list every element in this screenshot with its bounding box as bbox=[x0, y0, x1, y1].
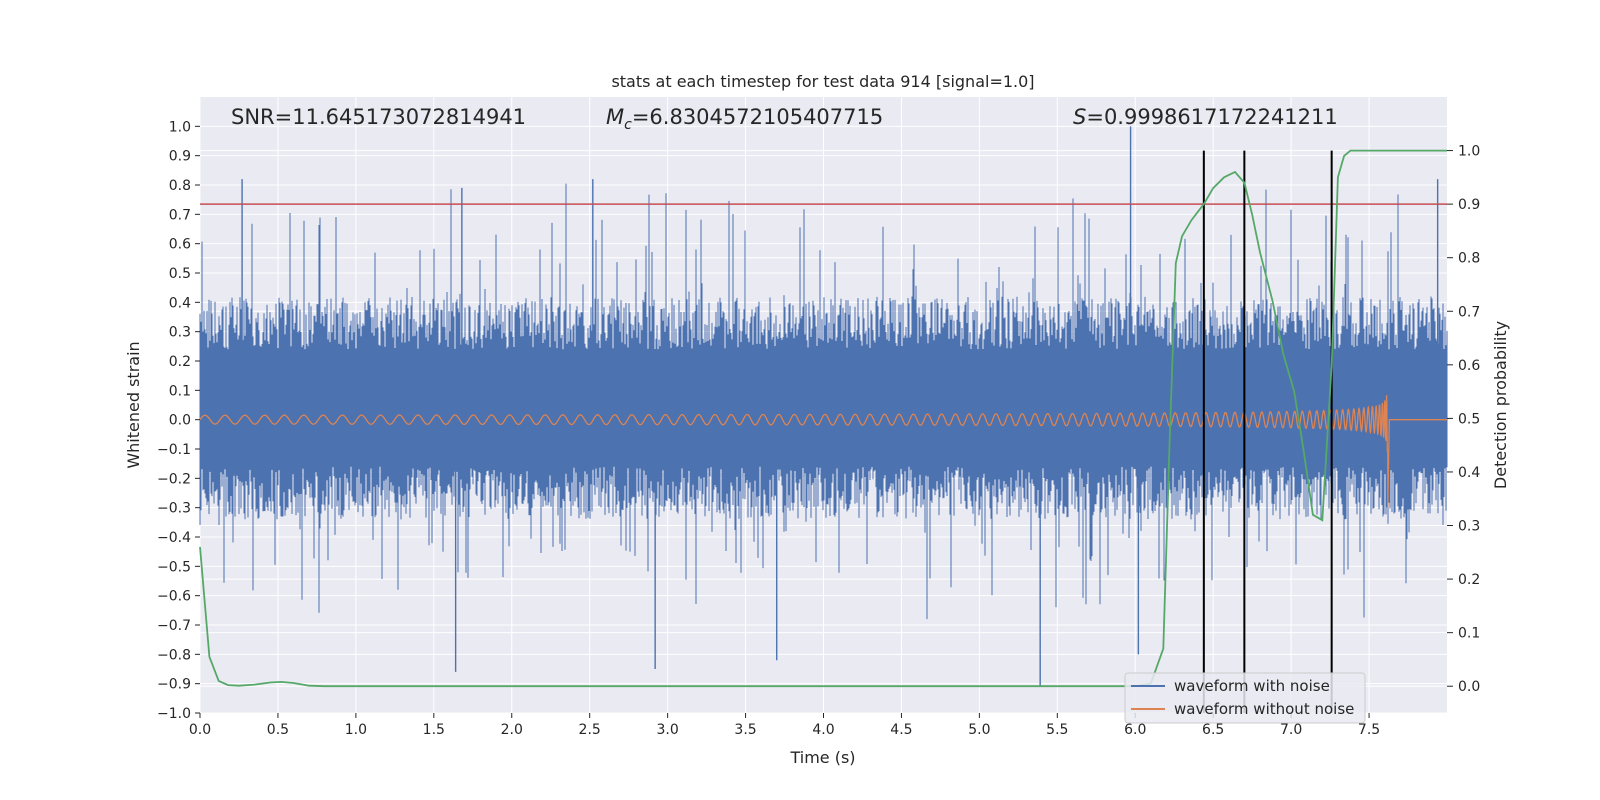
y-axis-label-left: Whitened strain bbox=[124, 341, 143, 468]
x-tick-label: 2.5 bbox=[579, 722, 601, 738]
y-tick-label: −1.0 bbox=[157, 706, 191, 722]
y-tick-label: −0.9 bbox=[157, 677, 191, 693]
y-right-tick-label: 0.6 bbox=[1458, 358, 1480, 374]
x-tick-label: 4.0 bbox=[812, 722, 834, 738]
y-right-tick-label: 0.5 bbox=[1458, 411, 1480, 427]
y-tick-label: −0.5 bbox=[157, 559, 191, 575]
y-tick-label: −0.4 bbox=[157, 530, 191, 546]
x-tick-label: 0.5 bbox=[267, 722, 289, 738]
score-annotation: S=0.9998617172241211 bbox=[1073, 105, 1338, 129]
chirp-mass-annotation: Mc=6.8304572105407715 bbox=[606, 105, 883, 133]
y-right-tick-label: 0.1 bbox=[1458, 626, 1480, 642]
y-right-tick-label: 0.2 bbox=[1458, 572, 1480, 588]
x-tick-label: 7.5 bbox=[1358, 722, 1380, 738]
snr-annotation: SNR=11.645173072814941 bbox=[231, 105, 526, 129]
x-tick-label: 2.0 bbox=[501, 722, 523, 738]
x-tick-label: 1.0 bbox=[345, 722, 367, 738]
x-axis-label: Time (s) bbox=[789, 748, 855, 767]
legend-label-noisy: waveform with noise bbox=[1174, 677, 1330, 695]
x-tick-label: 7.0 bbox=[1280, 722, 1302, 738]
y-tick-label: −0.7 bbox=[157, 618, 191, 634]
y-tick-label: −0.1 bbox=[157, 442, 191, 458]
y-tick-label: 0.6 bbox=[169, 237, 191, 253]
y-tick-label: 0.0 bbox=[169, 413, 191, 429]
y-tick-label: 0.7 bbox=[169, 207, 191, 223]
y-tick-label: 0.1 bbox=[169, 383, 191, 399]
y-right-tick-label: 0.8 bbox=[1458, 251, 1480, 267]
y-tick-label: 0.5 bbox=[169, 266, 191, 282]
y-right-tick-label: 1.0 bbox=[1458, 144, 1480, 160]
x-tick-label: 4.5 bbox=[890, 722, 912, 738]
x-tick-label: 5.5 bbox=[1046, 722, 1068, 738]
y-tick-label: 0.4 bbox=[169, 295, 191, 311]
y-right-tick-label: 0.9 bbox=[1458, 197, 1480, 213]
legend-box bbox=[1124, 672, 1366, 724]
x-tick-label: 0.0 bbox=[189, 722, 211, 738]
clean-waveform-line bbox=[199, 395, 1447, 508]
y-tick-label: −0.2 bbox=[157, 471, 191, 487]
y-axis-label-right: Detection probability bbox=[1491, 321, 1510, 489]
y-tick-label: −0.6 bbox=[157, 589, 191, 605]
chirp-mass-value: =6.8304572105407715 bbox=[632, 105, 883, 129]
chirp-mass-subscript: c bbox=[624, 117, 632, 133]
x-tick-label: 6.5 bbox=[1202, 722, 1224, 738]
y-right-tick-label: 0.3 bbox=[1458, 519, 1480, 535]
plot-area bbox=[199, 126, 1448, 713]
legend-label-clean: waveform without noise bbox=[1174, 700, 1354, 718]
y-right-tick-label: 0.0 bbox=[1458, 679, 1480, 695]
y-tick-label: 0.2 bbox=[169, 354, 191, 370]
y-tick-label: 0.3 bbox=[169, 325, 191, 341]
y-tick-label: 1.0 bbox=[169, 119, 191, 135]
x-tick-label: 6.0 bbox=[1124, 722, 1146, 738]
y-tick-label: −0.8 bbox=[157, 647, 191, 663]
x-tick-label: 1.5 bbox=[423, 722, 445, 738]
y-tick-label: 0.8 bbox=[169, 178, 191, 194]
x-tick-label: 3.0 bbox=[656, 722, 678, 738]
legend: waveform with noise waveform without noi… bbox=[1124, 672, 1366, 724]
detection-probability-line bbox=[199, 149, 1447, 688]
chart-title: stats at each timestep for test data 914… bbox=[611, 72, 1034, 91]
y-tick-label: 0.9 bbox=[169, 149, 191, 165]
y-right-tick-label: 0.4 bbox=[1458, 465, 1480, 481]
chirp-mass-symbol: M bbox=[606, 105, 624, 129]
y-right-tick-label: 0.7 bbox=[1458, 304, 1480, 320]
y-tick-label: −0.3 bbox=[157, 501, 191, 517]
score-value: =0.9998617172241211 bbox=[1086, 105, 1337, 129]
score-symbol: S bbox=[1073, 105, 1086, 129]
x-tick-label: 3.5 bbox=[734, 722, 756, 738]
axes: 0.0 0.5 1.0 1.5 2.0 2.5 3.0 3.5 4.0 4.5 5.0 5.5 6.0 6… bbox=[157, 119, 1480, 738]
x-tick-label: 5.0 bbox=[968, 722, 990, 738]
